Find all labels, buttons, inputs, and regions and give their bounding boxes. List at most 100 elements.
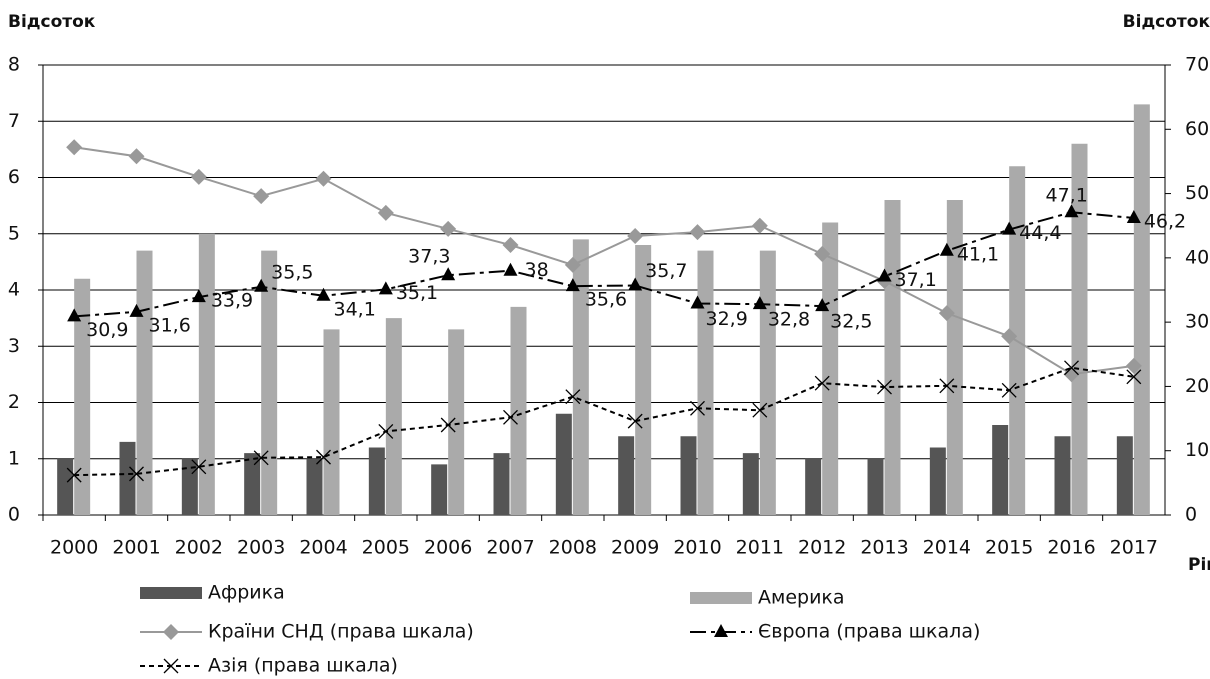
bar xyxy=(992,425,1009,515)
y2-tick-label: 20 xyxy=(1185,375,1209,397)
marker xyxy=(628,277,643,291)
marker xyxy=(67,308,82,322)
marker xyxy=(253,450,269,466)
marker xyxy=(1125,357,1142,374)
data-label: 32,5 xyxy=(830,311,872,333)
marker xyxy=(1064,204,1079,218)
x-tick-label: 2009 xyxy=(611,537,659,559)
marker xyxy=(1001,382,1017,398)
y-tick-label: 7 xyxy=(8,110,20,132)
bar xyxy=(867,458,884,515)
legend-label: Африка xyxy=(208,582,285,604)
bar xyxy=(555,413,572,515)
bar xyxy=(929,447,946,515)
marker xyxy=(714,624,728,637)
marker xyxy=(66,139,83,156)
marker xyxy=(191,459,207,475)
line xyxy=(74,366,1134,477)
y2-tick-label: 50 xyxy=(1185,182,1209,204)
line xyxy=(74,211,1134,318)
bar xyxy=(742,453,759,515)
data-label: 32,9 xyxy=(706,308,748,330)
x-tick-label: 2013 xyxy=(860,537,908,559)
data-label: 30,9 xyxy=(86,319,128,341)
marker xyxy=(315,170,332,187)
marker xyxy=(1001,328,1018,345)
x-tick-label: 2010 xyxy=(673,537,721,559)
y2-axis-title: Відсоток xyxy=(1123,12,1210,32)
marker xyxy=(627,228,644,244)
data-label: 38 xyxy=(525,259,549,281)
bar xyxy=(697,250,714,515)
data-label: 34,1 xyxy=(334,298,376,320)
bar xyxy=(385,318,402,515)
marker xyxy=(66,467,82,483)
marker xyxy=(254,278,269,292)
marker xyxy=(1064,360,1079,376)
marker xyxy=(751,217,768,234)
marker xyxy=(440,220,457,237)
y-axis-title: Відсоток xyxy=(8,12,96,32)
marker xyxy=(627,413,643,429)
data-label: 35,7 xyxy=(645,260,687,282)
marker xyxy=(565,278,580,292)
bar xyxy=(448,329,465,515)
bar xyxy=(635,245,652,515)
marker xyxy=(938,305,955,322)
line xyxy=(74,146,1134,376)
marker xyxy=(191,289,206,303)
marker xyxy=(503,409,518,425)
data-label: 41,1 xyxy=(957,243,999,265)
legend-label: Америка xyxy=(758,587,845,609)
bar xyxy=(1116,436,1133,515)
data-label: 33,9 xyxy=(211,290,253,312)
x-axis-title: Рік xyxy=(1188,555,1210,575)
bar xyxy=(57,458,74,515)
bar xyxy=(244,453,261,515)
bar xyxy=(181,458,198,515)
marker xyxy=(565,389,581,405)
x-tick-label: 2011 xyxy=(736,537,784,559)
data-label: 46,2 xyxy=(1144,211,1186,233)
data-label: 32,8 xyxy=(768,309,810,331)
marker xyxy=(377,204,394,221)
marker xyxy=(253,188,270,205)
x-tick-label: 2007 xyxy=(486,537,534,559)
data-label: 44,4 xyxy=(1019,222,1061,244)
bar xyxy=(198,233,215,515)
marker xyxy=(1126,210,1141,223)
y2-tick-label: 40 xyxy=(1185,246,1209,268)
marker xyxy=(163,658,179,674)
bar xyxy=(572,239,589,515)
marker xyxy=(752,296,767,310)
y2-tick-label: 0 xyxy=(1185,504,1197,526)
marker xyxy=(129,303,144,317)
marker xyxy=(690,295,705,309)
y-tick-label: 0 xyxy=(8,504,20,526)
bar xyxy=(1054,436,1071,515)
x-tick-label: 2015 xyxy=(985,537,1033,559)
marker xyxy=(128,148,145,165)
marker xyxy=(814,246,831,262)
x-tick-label: 2008 xyxy=(549,537,597,559)
marker xyxy=(1002,221,1017,235)
x-tick-label: 2000 xyxy=(50,537,98,559)
legend-swatch xyxy=(690,592,752,604)
y-tick-label: 8 xyxy=(8,54,20,76)
y2-tick-label: 10 xyxy=(1185,439,1209,461)
marker xyxy=(502,237,519,253)
y2-tick-label: 70 xyxy=(1185,54,1209,76)
marker xyxy=(689,224,706,241)
data-label: 35,6 xyxy=(585,289,627,311)
x-tick-label: 2001 xyxy=(112,537,160,559)
marker xyxy=(815,298,830,312)
marker xyxy=(1126,369,1142,385)
data-label: 37,1 xyxy=(895,269,937,291)
marker xyxy=(441,267,456,281)
data-label: 31,6 xyxy=(149,314,191,336)
y-tick-label: 5 xyxy=(8,222,20,244)
bar xyxy=(323,329,340,515)
bar xyxy=(510,306,527,515)
legend-swatch xyxy=(140,587,202,599)
marker xyxy=(316,287,331,301)
